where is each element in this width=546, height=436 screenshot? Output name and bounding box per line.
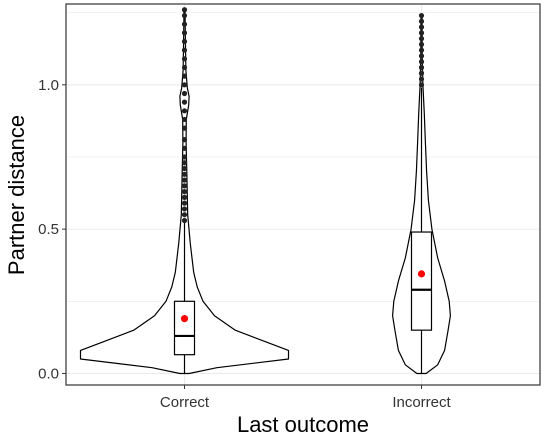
- mean-points: [180, 270, 426, 323]
- outlier-point: [181, 165, 188, 172]
- box-incorrect: [410, 231, 433, 331]
- outlier-points: [181, 7, 425, 224]
- outlier-point: [418, 59, 425, 65]
- outlier-point: [181, 47, 188, 53]
- y-tick-label: 0.5: [38, 221, 59, 238]
- outlier-point: [181, 189, 188, 195]
- outlier-point: [181, 12, 188, 19]
- outlier-point: [418, 30, 425, 36]
- outlier-point: [418, 24, 425, 30]
- outlier-point: [181, 30, 188, 36]
- outlier-point: [418, 82, 425, 88]
- boxplots: [173, 87, 433, 374]
- outlier-point: [181, 64, 188, 71]
- outlier-point: [418, 70, 425, 76]
- panel-background: [66, 4, 540, 385]
- outlier-point: [181, 116, 188, 123]
- outlier-point: [181, 137, 188, 143]
- outlier-point: [181, 154, 188, 160]
- outlier-point: [181, 56, 188, 62]
- outlier-point: [418, 41, 425, 48]
- outlier-point: [181, 145, 188, 151]
- mean-point: [180, 315, 189, 323]
- outlier-point: [418, 12, 425, 19]
- outlier-point: [181, 38, 188, 45]
- outlier-point: [181, 200, 188, 206]
- outlier-point: [181, 206, 188, 212]
- outlier-point: [181, 99, 188, 105]
- x-axis-ticks: Correct Incorrect: [160, 385, 452, 411]
- outlier-point: [181, 194, 188, 200]
- outlier-point: [418, 64, 425, 71]
- outlier-point: [181, 125, 188, 131]
- y-tick-label: 1.0: [38, 77, 59, 94]
- outlier-point: [181, 82, 188, 88]
- y-tick-label: 0.0: [38, 365, 59, 382]
- outlier-point: [181, 160, 188, 166]
- box-correct: [173, 300, 196, 356]
- x-tick-label: Correct: [160, 394, 210, 411]
- outlier-point: [418, 76, 425, 82]
- outlier-point: [181, 217, 188, 224]
- outlier-point: [181, 90, 188, 97]
- outlier-point: [181, 171, 188, 177]
- outlier-point: [418, 53, 425, 59]
- outlier-point: [181, 108, 188, 114]
- x-axis-title: Last outcome: [237, 412, 369, 436]
- outlier-point: [418, 47, 425, 53]
- y-axis-ticks: 0.0 0.5 1.0: [38, 77, 66, 382]
- outlier-point: [181, 177, 188, 183]
- outlier-point: [181, 21, 188, 27]
- y-axis-title: Partner distance: [4, 115, 29, 275]
- outlier-point: [181, 7, 188, 13]
- outlier-point: [181, 73, 188, 79]
- outlier-point: [418, 36, 425, 42]
- outlier-point: [418, 18, 425, 24]
- mean-point: [417, 270, 426, 278]
- x-tick-label: Incorrect: [392, 394, 451, 411]
- panel-border: [65, 3, 541, 386]
- outlier-point: [181, 183, 188, 189]
- outlier-point: [181, 212, 188, 218]
